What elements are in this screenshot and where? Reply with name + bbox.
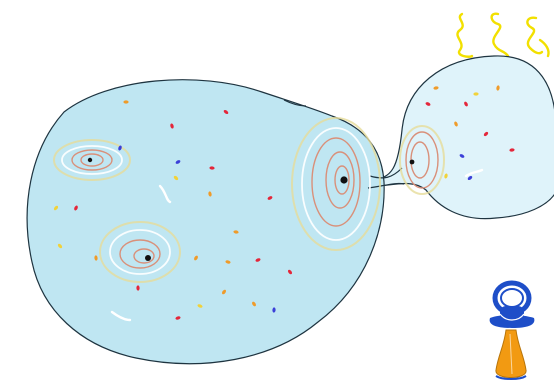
star-dot: [225, 260, 231, 264]
star-dot: [459, 154, 465, 158]
star-dot: [454, 121, 458, 127]
star-dot: [74, 205, 78, 211]
star-dot: [208, 191, 212, 197]
star-dot: [57, 243, 63, 249]
star-dot: [467, 175, 473, 181]
star-dot: [94, 255, 98, 261]
black-hole-dot: [340, 176, 348, 184]
star-dot: [287, 269, 293, 275]
star-dot: [209, 166, 215, 170]
star-dot: [255, 258, 261, 262]
inner-rip-line: [283, 99, 307, 107]
star-dot: [496, 85, 500, 91]
baby-hair-squiggle-icon: [456, 12, 550, 58]
galaxy-swirl-small-universe: [399, 125, 445, 195]
star-dot: [197, 304, 203, 308]
star-dot: [136, 285, 140, 291]
star-dot: [267, 196, 273, 200]
wormhole-neck: [367, 167, 405, 189]
white-curl-details: [110, 168, 484, 322]
star-dot: [444, 173, 448, 179]
star-dot: [233, 230, 239, 234]
baby-bottle-pacifier-icon: [489, 280, 535, 380]
star-dot: [272, 307, 276, 313]
star-dot: [483, 131, 489, 137]
small-universe-bubble: [370, 55, 554, 220]
galaxy-swirl-bottom: [99, 221, 181, 283]
star-dot: [433, 86, 439, 90]
big-universe-bubble: [26, 79, 385, 365]
galaxy-swirl-center: [291, 117, 381, 251]
star-dot: [173, 175, 179, 181]
star-dot: [175, 160, 181, 164]
star-dot: [221, 289, 227, 295]
star-dot: [223, 109, 229, 115]
black-hole-dot: [409, 159, 415, 165]
star-dot: [175, 316, 181, 320]
star-dot: [464, 101, 468, 107]
black-hole-dot: [145, 255, 151, 261]
star-dot: [252, 301, 256, 307]
star-dot: [509, 148, 515, 152]
star-dot: [53, 205, 59, 211]
star-dot: [118, 145, 122, 151]
star-dots: [53, 85, 515, 320]
star-dot: [170, 123, 174, 129]
star-dot: [473, 92, 479, 96]
galaxy-swirl-left: [53, 139, 131, 181]
black-hole-dot: [87, 157, 93, 163]
star-dot: [123, 100, 129, 104]
star-dot: [425, 102, 431, 106]
star-dot: [194, 255, 198, 261]
